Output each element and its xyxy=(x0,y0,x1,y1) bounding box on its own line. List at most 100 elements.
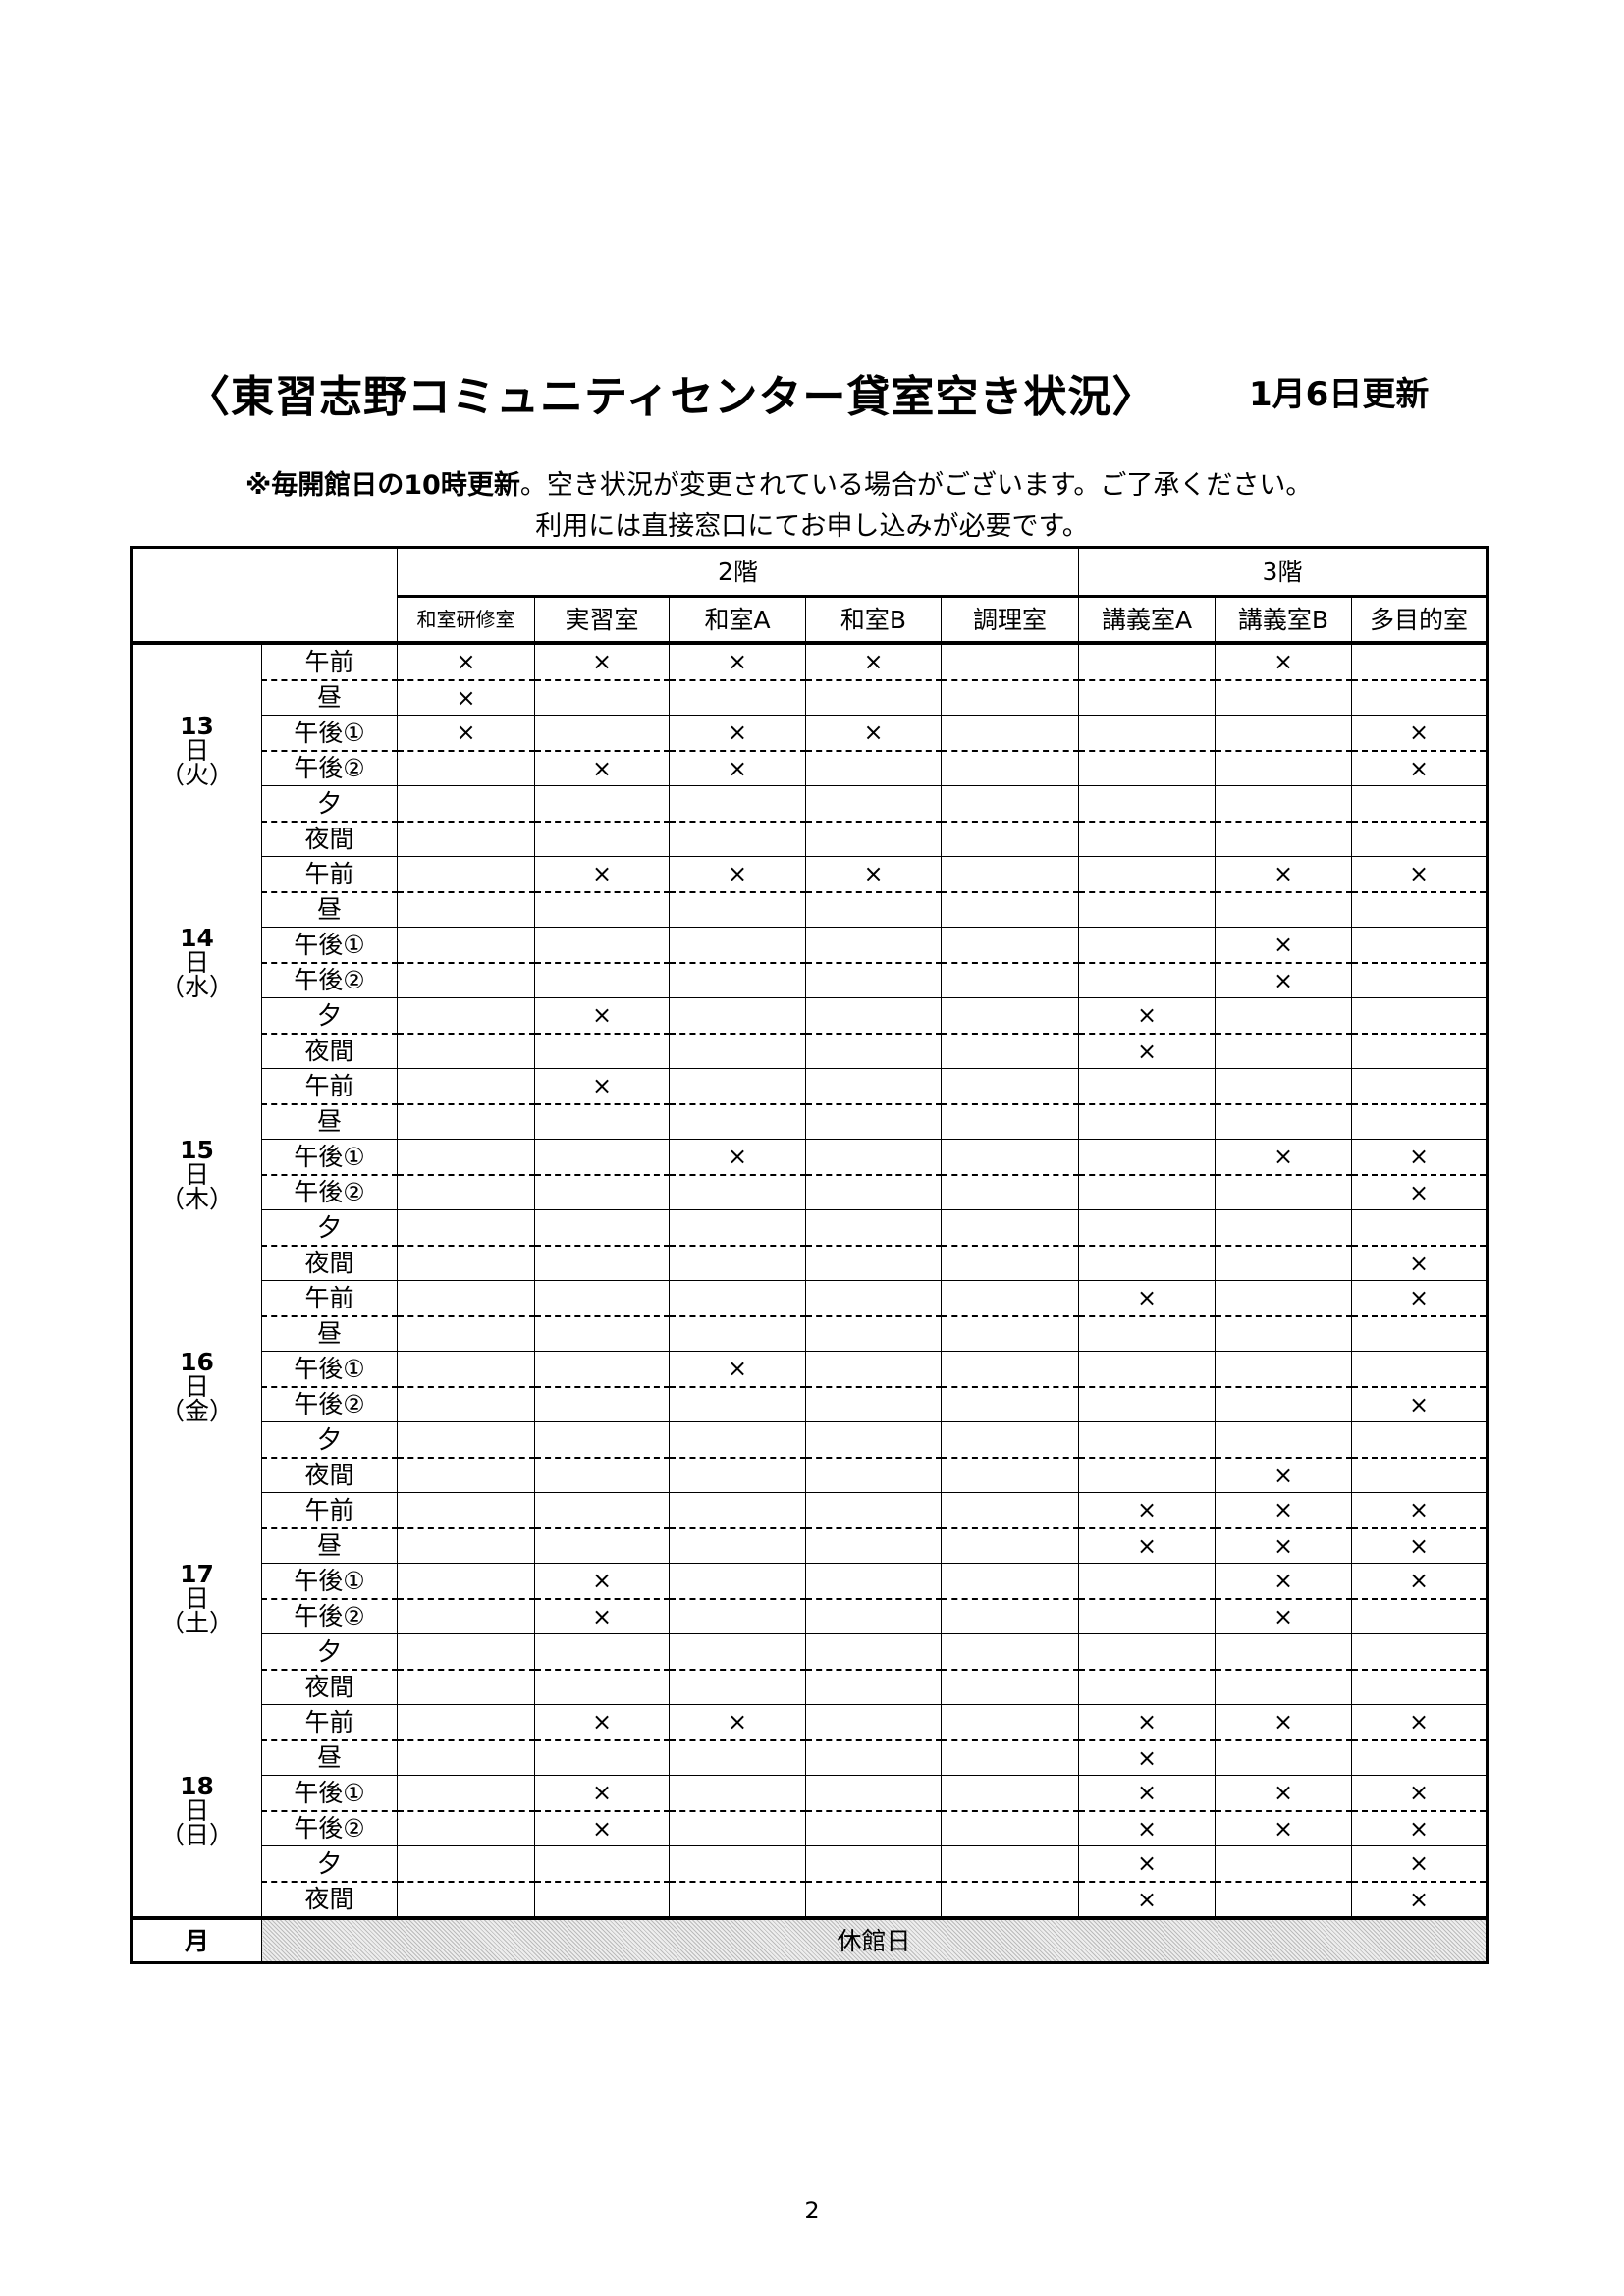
available-cell xyxy=(941,750,1079,786)
available-cell xyxy=(941,1704,1079,1741)
available-cell xyxy=(805,1386,942,1422)
booked-mark: × xyxy=(534,1598,670,1634)
available-cell xyxy=(534,891,670,928)
table-row: 昼 xyxy=(132,891,1488,928)
available-cell xyxy=(669,997,806,1035)
booked-mark: × xyxy=(1215,1810,1352,1846)
available-cell xyxy=(1078,750,1216,786)
available-cell xyxy=(397,1139,535,1176)
available-cell xyxy=(1078,785,1216,823)
time-slot-label: 夕 xyxy=(261,1421,398,1459)
table-row: 午後① × xyxy=(132,1351,1488,1388)
available-cell xyxy=(1078,856,1216,893)
available-cell xyxy=(1351,1669,1488,1705)
day-unit: 日 xyxy=(184,1584,209,1613)
booked-mark: × xyxy=(1078,1527,1216,1564)
table-row: 14 日（水） 午前 × × × × × xyxy=(131,856,1488,1069)
available-cell xyxy=(397,962,535,998)
booked-mark: × xyxy=(1078,997,1216,1035)
available-cell xyxy=(1078,1669,1216,1705)
available-cell xyxy=(805,1068,942,1105)
available-cell xyxy=(1215,1386,1352,1422)
table-row: 昼 × xyxy=(132,679,1488,716)
table-row: 夕 xyxy=(132,1209,1488,1247)
available-cell xyxy=(669,785,806,823)
room-header: 和室B xyxy=(805,596,942,645)
booked-mark: × xyxy=(534,643,670,681)
day-unit: 日 xyxy=(184,1795,209,1825)
available-cell xyxy=(397,1739,535,1776)
table-row: 昼 × xyxy=(132,1739,1488,1776)
available-cell xyxy=(805,1845,942,1883)
available-cell xyxy=(1351,785,1488,823)
booked-mark: × xyxy=(1215,962,1352,998)
available-cell xyxy=(1078,1103,1216,1140)
available-cell xyxy=(941,1775,1079,1812)
available-cell xyxy=(1215,1033,1352,1069)
available-cell xyxy=(534,1103,670,1140)
available-cell xyxy=(1351,679,1488,716)
available-cell xyxy=(397,1033,535,1069)
booked-mark: × xyxy=(1215,927,1352,964)
booked-mark: × xyxy=(669,643,806,681)
available-cell xyxy=(397,1704,535,1741)
time-slot-label: 午前 xyxy=(261,643,398,681)
booked-mark: × xyxy=(534,1810,670,1846)
available-cell xyxy=(1078,643,1216,681)
available-cell xyxy=(1078,715,1216,752)
booked-mark: × xyxy=(397,679,535,716)
available-cell xyxy=(397,750,535,786)
available-cell xyxy=(941,1245,1079,1281)
available-cell xyxy=(669,1598,806,1634)
booked-mark: × xyxy=(1078,1704,1216,1741)
day-unit: 日 xyxy=(184,736,209,766)
available-cell xyxy=(941,1315,1079,1352)
time-slot-label: 夕 xyxy=(261,997,398,1035)
page-title: 〈東習志野コミュニティセンター貸室空き状況〉 xyxy=(187,372,1157,422)
available-cell xyxy=(534,1386,670,1422)
booked-mark: × xyxy=(397,715,535,752)
time-slot-label: 午後② xyxy=(261,1174,398,1210)
day-number: 17 xyxy=(180,1560,214,1588)
available-cell xyxy=(397,1386,535,1422)
available-cell xyxy=(669,1527,806,1564)
available-cell xyxy=(397,1669,535,1705)
available-cell xyxy=(669,1103,806,1140)
available-cell xyxy=(941,679,1079,716)
available-cell xyxy=(805,1457,942,1493)
table-row: 夜間 × × xyxy=(132,1881,1488,1919)
available-cell xyxy=(669,1174,806,1210)
booked-mark: × xyxy=(1215,1139,1352,1176)
weekday: （金） xyxy=(159,1397,234,1425)
available-cell xyxy=(805,891,942,928)
available-cell xyxy=(397,1280,535,1317)
weekday: （日） xyxy=(159,1820,234,1849)
available-cell xyxy=(1351,1598,1488,1634)
available-cell xyxy=(941,1845,1079,1883)
time-slot-label: 午前 xyxy=(261,856,398,893)
time-slot-label: 夕 xyxy=(261,785,398,823)
table-row: 16 日（金） 午前 × × xyxy=(131,1280,1488,1493)
available-cell xyxy=(805,1139,942,1176)
time-slot-label: 午前 xyxy=(261,1492,398,1529)
available-cell xyxy=(1351,1209,1488,1247)
available-cell xyxy=(669,1775,806,1812)
application-note: 利用には直接窓口にてお申し込みが必要です。 xyxy=(535,511,1089,542)
time-slot-label: 夜間 xyxy=(261,1881,398,1919)
available-cell xyxy=(941,1351,1079,1388)
time-slot-label: 昼 xyxy=(261,1527,398,1564)
day-cell: 15 日（木） xyxy=(131,1068,262,1281)
available-cell xyxy=(534,1421,670,1459)
available-cell xyxy=(397,1351,535,1388)
time-slot-label: 午後① xyxy=(261,715,398,752)
closed-row: 月休館日 xyxy=(131,1916,1488,1963)
available-cell xyxy=(1215,1845,1352,1883)
available-cell xyxy=(669,1209,806,1247)
booked-mark: × xyxy=(534,1775,670,1812)
time-slot-label: 夜間 xyxy=(261,1245,398,1281)
available-cell xyxy=(1351,891,1488,928)
page-number: 2 xyxy=(804,2197,820,2224)
booked-mark: × xyxy=(1215,1492,1352,1529)
available-cell xyxy=(1215,1103,1352,1140)
available-cell xyxy=(1078,1174,1216,1210)
